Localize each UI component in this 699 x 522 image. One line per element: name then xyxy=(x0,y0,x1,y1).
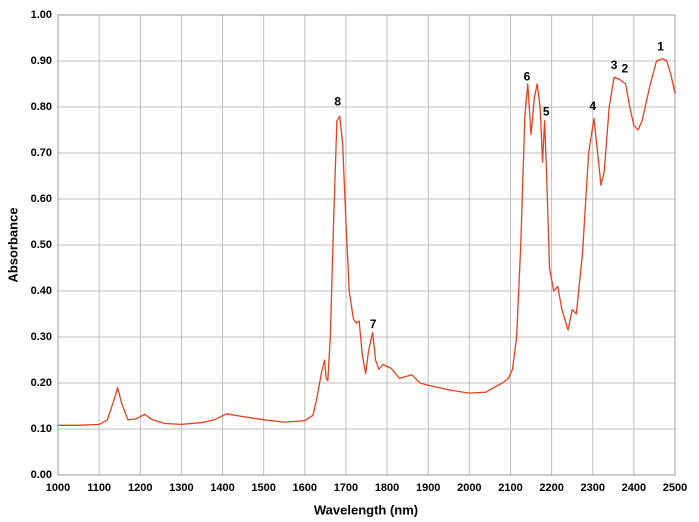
x-tick-label: 2000 xyxy=(457,482,481,494)
x-tick-label: 1000 xyxy=(46,482,70,494)
peak-label: 2 xyxy=(621,61,628,75)
y-tick-label: 0.90 xyxy=(31,55,52,67)
x-tick-label: 1500 xyxy=(251,482,275,494)
peak-label: 8 xyxy=(334,95,341,109)
y-tick-label: 0.20 xyxy=(31,377,52,389)
x-tick-label: 1300 xyxy=(169,482,193,494)
x-tick-label: 2300 xyxy=(580,482,604,494)
peak-label: 7 xyxy=(370,317,377,331)
y-tick-label: 0.00 xyxy=(31,469,52,481)
peak-label: 3 xyxy=(611,58,618,72)
y-axis-label: Absorbance xyxy=(5,207,20,282)
peak-label: 5 xyxy=(543,105,550,119)
y-tick-label: 0.10 xyxy=(31,423,52,435)
y-tick-label: 0.60 xyxy=(31,193,52,205)
y-tick-label: 0.50 xyxy=(31,239,52,251)
x-tick-label: 1900 xyxy=(416,482,440,494)
x-axis-label: Wavelength (nm) xyxy=(314,502,418,517)
x-tick-label: 1400 xyxy=(210,482,234,494)
y-tick-label: 0.30 xyxy=(31,331,52,343)
peak-label: 4 xyxy=(589,99,596,113)
x-tick-label: 1100 xyxy=(87,482,111,494)
x-tick-label: 1700 xyxy=(334,482,358,494)
x-tick-label: 2200 xyxy=(539,482,563,494)
plot-border xyxy=(57,14,676,476)
x-tick-label: 1200 xyxy=(128,482,152,494)
y-tick-label: 0.80 xyxy=(31,101,52,113)
y-tick-label: 0.70 xyxy=(31,147,52,159)
x-tick-label: 2500 xyxy=(663,482,687,494)
x-tick-label: 2400 xyxy=(622,482,646,494)
peak-label: 6 xyxy=(524,69,531,83)
x-tick-label: 1600 xyxy=(293,482,317,494)
y-tick-label: 1.00 xyxy=(31,9,52,21)
y-tick-label: 0.40 xyxy=(31,285,52,297)
x-tick-label: 1800 xyxy=(375,482,399,494)
x-tick-label: 2100 xyxy=(498,482,522,494)
peak-label: 1 xyxy=(657,39,664,53)
spectrum-line xyxy=(58,58,676,426)
